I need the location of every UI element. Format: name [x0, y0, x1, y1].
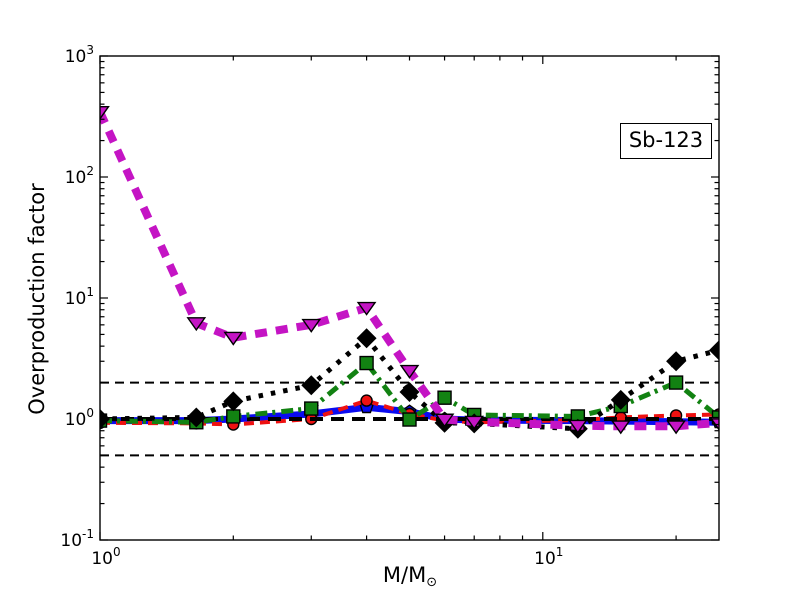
- x-axis-label-main: M/M: [382, 563, 427, 587]
- y-tick-label: 103: [65, 43, 94, 67]
- marker-triangle-down: [464, 415, 485, 430]
- marker-diamond: [666, 351, 687, 372]
- marker-triangle-down: [399, 364, 420, 379]
- marker-triangle-down: [434, 413, 455, 428]
- isotope-annotation-box: Sb-123: [620, 123, 712, 159]
- sun-symbol: ⊙: [426, 575, 438, 590]
- marker-diamond: [356, 328, 377, 349]
- y-axis-label: Overproduction factor: [25, 183, 49, 415]
- y-tick-label: 100: [65, 406, 94, 430]
- marker-diamond: [301, 375, 322, 396]
- marker-diamond: [186, 407, 207, 428]
- series-line-green-dashdot-square: [100, 359, 719, 425]
- series-magenta-dashed-triangledown: [100, 105, 719, 435]
- marker-triangle-down: [610, 420, 631, 435]
- marker-circle: [360, 394, 373, 407]
- x-tick-label: 100: [91, 545, 120, 569]
- marker-square: [359, 355, 374, 371]
- marker-triangle-down: [223, 331, 244, 346]
- marker-triangle-down: [666, 420, 686, 435]
- marker-square: [668, 375, 684, 390]
- marker-triangle-down: [568, 419, 588, 434]
- marker-square: [402, 412, 417, 427]
- marker-diamond: [610, 389, 631, 410]
- isotope-annotation-text: Sb-123: [628, 128, 704, 152]
- marker-square: [304, 401, 319, 416]
- marker-diamond: [399, 382, 420, 403]
- y-tick-label: 10-1: [60, 527, 94, 551]
- plot-data-region: [100, 105, 719, 457]
- marker-square: [226, 409, 241, 424]
- marker-diamond: [223, 391, 244, 412]
- y-tick-label: 102: [65, 164, 94, 188]
- marker-triangle-down: [100, 105, 110, 120]
- marker-triangle-down: [356, 301, 377, 316]
- y-tick-label: 101: [65, 285, 94, 309]
- marker-triangle-down: [301, 318, 322, 333]
- marker-triangle-down: [709, 416, 719, 431]
- marker-square: [437, 390, 452, 405]
- x-axis-label: M/M⊙: [340, 563, 480, 591]
- marker-triangle-down: [186, 317, 207, 332]
- series-line-black-dotted-diamond: [100, 334, 719, 432]
- series-line-magenta-dashed-triangledown: [100, 110, 719, 431]
- x-tick-label: 101: [534, 545, 563, 569]
